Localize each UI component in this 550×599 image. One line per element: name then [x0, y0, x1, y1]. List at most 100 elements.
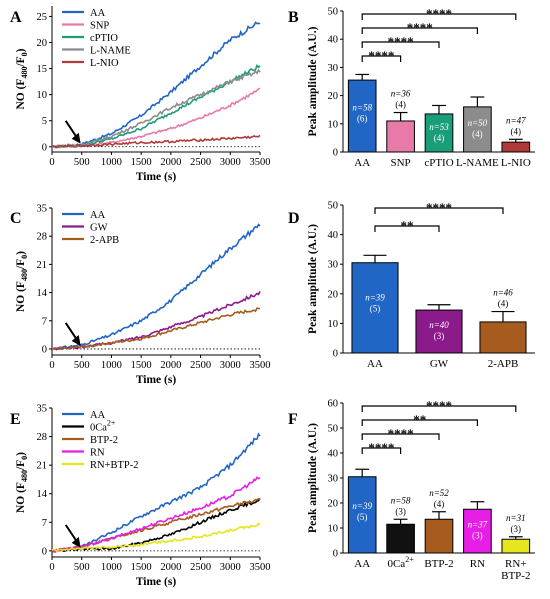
- legend-label: AA: [90, 210, 106, 221]
- y-tick-label: 0: [333, 549, 338, 560]
- y-tick-label: 40: [328, 230, 339, 241]
- n-label: n=39: [365, 293, 385, 303]
- x-tick-label: 0: [49, 360, 54, 371]
- x-tick-label: 3000: [220, 360, 241, 371]
- x-tick-label: 500: [74, 157, 90, 168]
- onset-arrow-head: [71, 334, 81, 346]
- y-tick-label: 30: [328, 260, 339, 271]
- category-label: cPTIO: [424, 157, 453, 169]
- bar: [415, 309, 463, 354]
- n-label: n=36: [391, 89, 411, 99]
- n-label: n=40: [429, 320, 449, 330]
- x-axis-title: Time (s): [136, 374, 177, 386]
- significance-bracket: [361, 13, 517, 20]
- y-tick-label: 20: [328, 499, 339, 510]
- x-tick-label: 0: [49, 562, 54, 573]
- y-tick-label: 0: [42, 344, 47, 355]
- category-label: L-NAME: [456, 157, 499, 169]
- series-line-l-name: [51, 68, 261, 149]
- category-label: BTP-2: [501, 570, 530, 582]
- panel-letter: A: [10, 9, 22, 26]
- y-tick-label: 15: [37, 64, 48, 75]
- legend-label: SNP: [90, 21, 109, 32]
- panel-letter: E: [10, 411, 21, 428]
- n-label: n=47: [506, 115, 526, 125]
- count-label: (4): [511, 126, 522, 136]
- y-axis-title: NO (F480/F0): [15, 251, 29, 312]
- bar: [501, 538, 531, 554]
- count-label: (4): [395, 100, 406, 110]
- count-label: (4): [434, 499, 445, 509]
- significance-label: ****: [426, 6, 452, 21]
- category-label: L-NIO: [501, 157, 531, 169]
- significance-label: ****: [388, 34, 414, 49]
- x-tick-label: 1000: [101, 360, 122, 371]
- count-label: (4): [472, 129, 483, 139]
- legend-label: AA: [90, 8, 106, 19]
- significance-label: ****: [368, 440, 394, 455]
- significance-bracket: [361, 41, 440, 48]
- y-tick-label: 20: [37, 38, 48, 49]
- x-tick-label: 2000: [160, 157, 181, 168]
- count-label: (4): [434, 133, 445, 143]
- x-tick-label: 2000: [160, 562, 181, 573]
- y-tick-label: 21: [37, 260, 48, 271]
- significance-label: ****: [407, 20, 433, 35]
- x-tick-label: 1000: [101, 157, 122, 168]
- significance-label: ****: [368, 48, 394, 63]
- x-tick-label: 3500: [250, 157, 271, 168]
- category-label: 2-APB: [488, 358, 519, 370]
- category-label: BTP-2: [424, 558, 453, 570]
- x-tick-label: 3000: [220, 157, 241, 168]
- significance-label: **: [401, 218, 414, 233]
- y-tick-label: 14: [37, 288, 48, 299]
- y-tick-label: 0: [42, 546, 47, 557]
- bar: [479, 321, 527, 354]
- x-tick-label: 500: [74, 360, 90, 371]
- bar: [463, 106, 492, 153]
- y-axis-title: NO (F480/F0): [15, 452, 29, 513]
- series-line-rn-btp-2: [51, 522, 261, 553]
- panel-letter: C: [10, 210, 22, 227]
- y-tick-label: 20: [328, 289, 339, 300]
- x-axis-title: Time (s): [136, 576, 177, 588]
- y-tick-label: 10: [37, 90, 48, 101]
- x-tick-label: 3500: [250, 360, 271, 371]
- n-label: n=39: [352, 501, 372, 511]
- y-axis-title: NO (F480/F0): [15, 48, 29, 109]
- panel-letter: D: [288, 210, 300, 227]
- category-label: GW: [430, 358, 449, 370]
- x-tick-label: 2500: [190, 562, 211, 573]
- legend-label: L-NAME: [90, 46, 131, 57]
- legend-label: GW: [90, 223, 108, 234]
- category-label: AA: [354, 157, 370, 169]
- y-tick-label: 28: [37, 432, 48, 443]
- y-axis-title: Peak amplitude (A.U.): [307, 423, 319, 533]
- series-line-rn: [51, 476, 261, 553]
- count-label: (5): [370, 304, 381, 314]
- significance-bracket: [374, 225, 440, 232]
- onset-arrow-head: [71, 536, 81, 548]
- x-tick-label: 1500: [131, 562, 152, 573]
- count-label: (3): [511, 524, 522, 534]
- x-tick-label: 0: [49, 157, 54, 168]
- bar: [501, 141, 531, 153]
- bar: [424, 113, 454, 153]
- bar: [386, 120, 415, 153]
- legend-label: L-NIO: [90, 58, 119, 69]
- legend-label: 0Ca2+: [90, 419, 116, 434]
- y-tick-label: 40: [328, 35, 339, 46]
- significance-bracket: [361, 405, 517, 412]
- panel-c: C 0 500 1000 1500 2000 2500 3000 3500 0 7 14 21 28 35 T…: [10, 204, 271, 387]
- bar: [386, 523, 415, 554]
- series-line-gw: [51, 290, 261, 351]
- series-line-2-apb: [51, 307, 260, 351]
- x-tick-label: 1000: [101, 562, 122, 573]
- y-tick-label: 40: [328, 449, 339, 460]
- x-tick-label: 2500: [190, 157, 211, 168]
- panel-letter: B: [288, 9, 299, 26]
- x-tick-label: 2500: [190, 360, 211, 371]
- legend-label: 2-APB: [90, 235, 119, 246]
- significance-label: ****: [426, 398, 452, 413]
